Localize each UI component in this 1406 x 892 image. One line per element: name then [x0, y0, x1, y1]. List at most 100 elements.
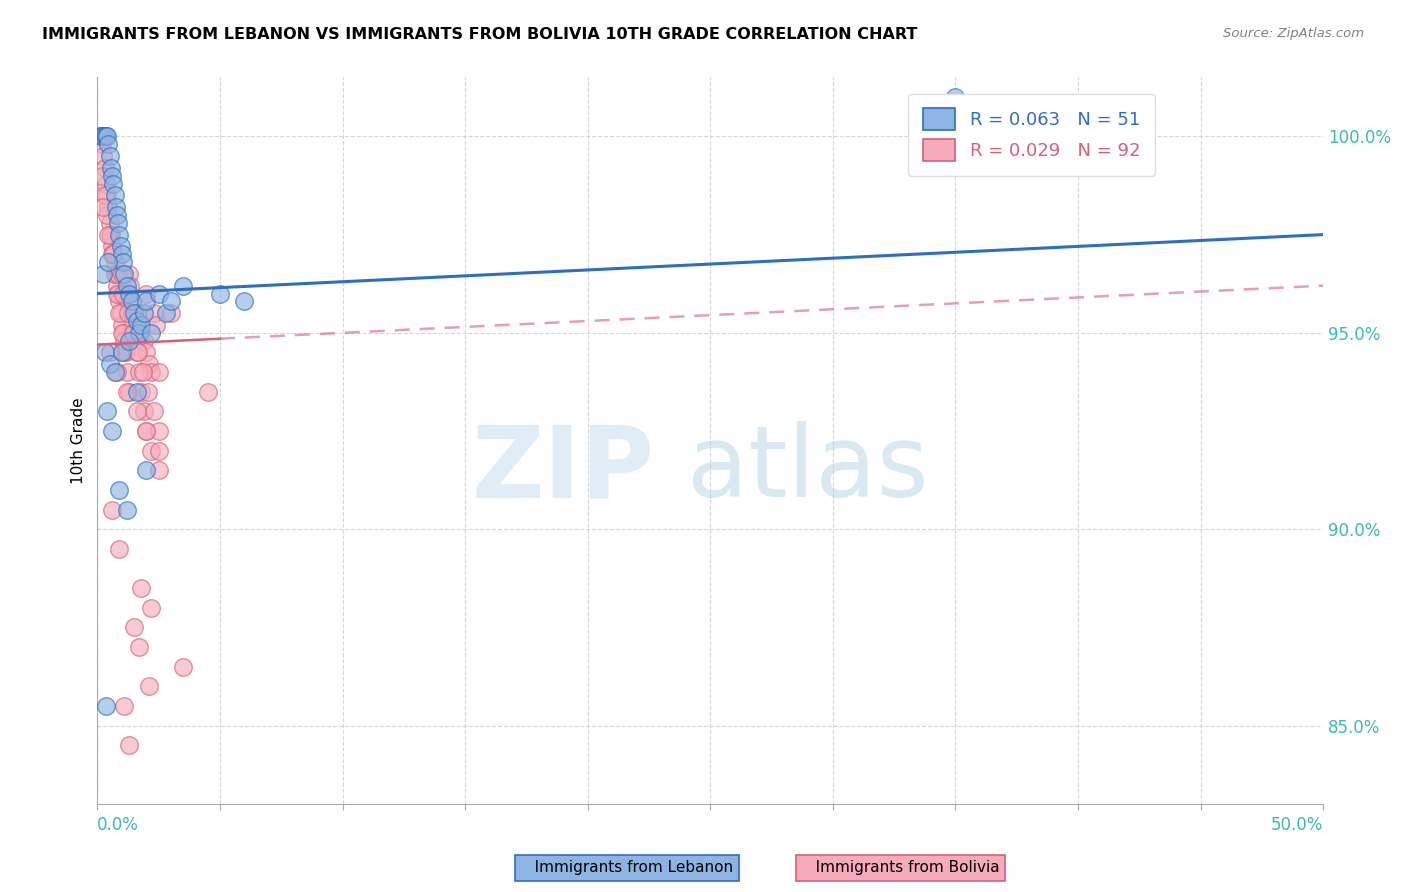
Point: [115, 286, 138, 301]
Point: [135, 463, 157, 477]
Point: [122, 326, 145, 340]
Text: Immigrants from Lebanon: Immigrants from Lebanon: [520, 861, 734, 875]
Point: [120, 278, 142, 293]
Legend: R = 0.063   N = 51, R = 0.029   N = 92: R = 0.063 N = 51, R = 0.029 N = 92: [908, 94, 1154, 176]
Point: [100, 161, 122, 175]
Point: [118, 384, 141, 399]
Point: [132, 306, 155, 320]
Point: [136, 384, 159, 399]
Point: [111, 247, 134, 261]
Point: [160, 306, 183, 320]
Point: [96, 404, 118, 418]
Text: 0.0%: 0.0%: [97, 816, 139, 834]
Point: [104, 267, 127, 281]
Point: [121, 294, 143, 309]
Point: [122, 318, 145, 332]
Point: [145, 318, 167, 332]
Point: [90, 129, 112, 144]
Point: [110, 239, 132, 253]
Point: [101, 247, 124, 261]
Point: [107, 267, 129, 281]
Point: [208, 286, 231, 301]
Point: [108, 294, 131, 309]
Point: [132, 404, 155, 418]
Point: [142, 404, 165, 418]
Point: [93, 129, 115, 144]
Point: [141, 365, 163, 379]
Point: [148, 365, 170, 379]
Point: [160, 294, 183, 309]
Point: [93, 200, 115, 214]
Point: [91, 169, 114, 183]
Point: [131, 365, 153, 379]
Point: [104, 200, 127, 214]
Point: [233, 294, 256, 309]
Point: [101, 239, 124, 253]
Y-axis label: 10th Grade: 10th Grade: [72, 398, 86, 484]
Point: [98, 227, 121, 242]
Point: [107, 216, 129, 230]
Point: [97, 255, 120, 269]
Point: [112, 345, 135, 359]
Point: [103, 247, 125, 261]
Point: [112, 334, 135, 348]
Point: [141, 600, 163, 615]
Point: [96, 129, 118, 144]
Point: [96, 188, 118, 202]
Point: [118, 286, 141, 301]
Text: Immigrants from Bolivia: Immigrants from Bolivia: [801, 861, 1000, 875]
Point: [108, 483, 131, 497]
Point: [112, 699, 135, 714]
Point: [197, 384, 219, 399]
Point: [111, 318, 134, 332]
Point: [138, 357, 160, 371]
Point: [128, 318, 150, 332]
Point: [93, 149, 115, 163]
Point: [111, 345, 134, 359]
Point: [132, 334, 155, 348]
Point: [122, 306, 145, 320]
Point: [118, 739, 141, 753]
Point: [101, 169, 124, 183]
Point: [112, 255, 135, 269]
Point: [118, 334, 141, 348]
Point: [111, 267, 134, 281]
Point: [945, 90, 967, 104]
Point: [103, 247, 125, 261]
Point: [115, 365, 138, 379]
Point: [112, 267, 135, 281]
Point: [105, 278, 128, 293]
Point: [135, 286, 157, 301]
Point: [103, 188, 125, 202]
Point: [128, 640, 150, 654]
Point: [122, 326, 145, 340]
Point: [141, 326, 163, 340]
Point: [131, 326, 153, 340]
Point: [117, 294, 139, 309]
Point: [94, 177, 117, 191]
Point: [108, 306, 131, 320]
Point: [91, 129, 114, 144]
Point: [148, 286, 170, 301]
Point: [89, 129, 111, 144]
Point: [115, 502, 138, 516]
Point: [98, 216, 121, 230]
Point: [100, 227, 122, 242]
Point: [138, 680, 160, 694]
Point: [115, 384, 138, 399]
Point: [141, 443, 163, 458]
Point: [121, 306, 143, 320]
Point: [122, 326, 145, 340]
Point: [101, 424, 124, 438]
Point: [131, 581, 153, 595]
Point: [114, 345, 136, 359]
Point: [128, 326, 150, 340]
Point: [93, 129, 115, 144]
Text: IMMIGRANTS FROM LEBANON VS IMMIGRANTS FROM BOLIVIA 10TH GRADE CORRELATION CHART: IMMIGRANTS FROM LEBANON VS IMMIGRANTS FR…: [42, 27, 918, 42]
Text: atlas: atlas: [688, 421, 929, 518]
Point: [94, 699, 117, 714]
Point: [135, 294, 157, 309]
Point: [148, 463, 170, 477]
Point: [105, 286, 128, 301]
Point: [93, 345, 115, 359]
